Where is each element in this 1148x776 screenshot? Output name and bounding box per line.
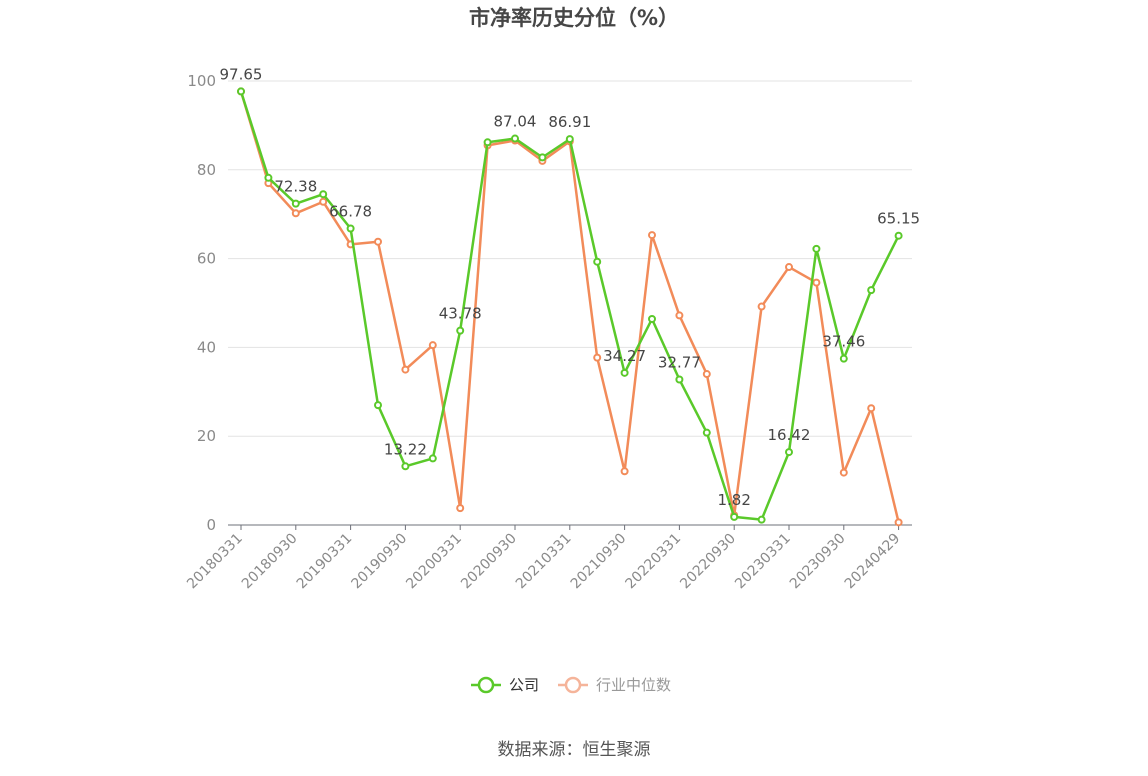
data-label: 13.22 [384,440,427,458]
data-label: 87.04 [494,113,537,131]
data-point[interactable] [894,231,903,240]
data-point[interactable] [675,375,684,384]
data-point[interactable] [291,199,300,208]
data-point[interactable] [757,302,766,311]
y-tick-label: 0 [206,516,216,534]
data-point[interactable] [428,454,437,463]
series-industry-median [237,87,903,527]
series-company [237,87,903,524]
data-point[interactable] [374,401,382,410]
data-point[interactable] [648,231,656,240]
grid-lines [228,80,912,437]
x-tick-label: 20210930 [568,531,630,593]
legend-marker [564,676,582,694]
x-tick-label: 20180331 [184,531,246,593]
data-point[interactable] [319,190,328,199]
data-label: 86.91 [548,113,591,131]
x-tick-label: 20220331 [623,531,685,593]
series-lines [237,87,903,527]
data-point[interactable] [483,138,492,147]
data-point[interactable] [401,365,410,374]
data-point[interactable] [291,209,300,218]
source-label: 数据来源：恒生聚源 [498,740,651,760]
y-tick-label: 100 [187,72,216,90]
chart-title: 市净率历史分位（%） [469,6,679,30]
data-point[interactable] [839,468,848,477]
data-point[interactable] [620,467,629,476]
data-point[interactable] [839,354,848,363]
data-label: 97.65 [220,65,263,83]
x-tick-label: 20190930 [349,531,411,593]
data-point[interactable] [565,135,574,144]
data-point[interactable] [237,87,245,96]
y-tick-label: 40 [197,338,216,356]
y-tick-label: 20 [197,427,216,445]
data-point[interactable] [319,197,328,206]
legend-label: 公司 [509,676,539,694]
axes: 0 20 40 60 80 100 2018033120180930201903312019… [184,72,912,592]
data-point[interactable] [702,370,711,379]
data-point[interactable] [867,286,876,295]
x-tick-label: 20230331 [732,531,794,593]
legend-item-company[interactable]: 公司 [471,676,539,694]
x-tick-label: 20180930 [239,531,301,593]
y-tick-label: 80 [197,161,216,179]
data-label: 72.38 [274,178,317,196]
legend-item-industry-median[interactable]: 行业中位数 [558,676,671,694]
data-point[interactable] [620,368,629,377]
x-tick-label: 20190331 [294,531,356,593]
x-tick-label: 20210331 [513,531,575,593]
data-label: 1.82 [717,491,750,509]
data-label: 37.46 [822,333,865,351]
x-tick-label: 20200930 [458,531,520,593]
y-tick-label: 60 [197,250,216,268]
data-point[interactable] [538,153,547,162]
data-point[interactable] [401,462,410,471]
data-point[interactable] [785,263,793,272]
data-point[interactable] [812,244,821,253]
data-point[interactable] [812,278,821,287]
data-point[interactable] [730,512,739,521]
x-tick-label: 20220930 [677,531,739,593]
data-point[interactable] [593,257,602,266]
data-point[interactable] [428,341,437,350]
data-point[interactable] [456,504,465,513]
data-point[interactable] [867,404,876,413]
legend-marker [477,676,495,694]
data-point[interactable] [511,134,519,143]
data-point[interactable] [374,237,382,246]
x-tick-label: 20240429 [842,531,904,593]
data-point[interactable] [593,353,602,362]
data-point[interactable] [894,518,903,527]
data-point[interactable] [785,448,793,457]
data-point[interactable] [264,173,273,182]
data-label: 34.27 [603,347,646,365]
data-label: 16.42 [768,426,811,444]
data-point[interactable] [675,311,684,320]
legend[interactable]: 公司 行业中位数 [471,676,671,694]
data-label: 66.78 [329,202,372,220]
data-point[interactable] [346,224,355,233]
legend-label: 行业中位数 [596,676,671,694]
data-point[interactable] [702,428,711,437]
x-tick-label: 20200331 [403,531,465,593]
series-line [239,91,900,523]
data-point[interactable] [757,515,766,524]
data-label: 32.77 [658,354,701,372]
data-point[interactable] [648,314,656,323]
data-label: 65.15 [877,210,920,228]
x-tick-label: 20230930 [787,531,849,593]
series-line [239,91,900,521]
data-label: 43.78 [439,305,482,323]
data-labels: 97.65 72.38 66.78 13.22 43.78 87.04 86.91 34.27… [220,65,921,508]
data-point[interactable] [456,326,465,335]
